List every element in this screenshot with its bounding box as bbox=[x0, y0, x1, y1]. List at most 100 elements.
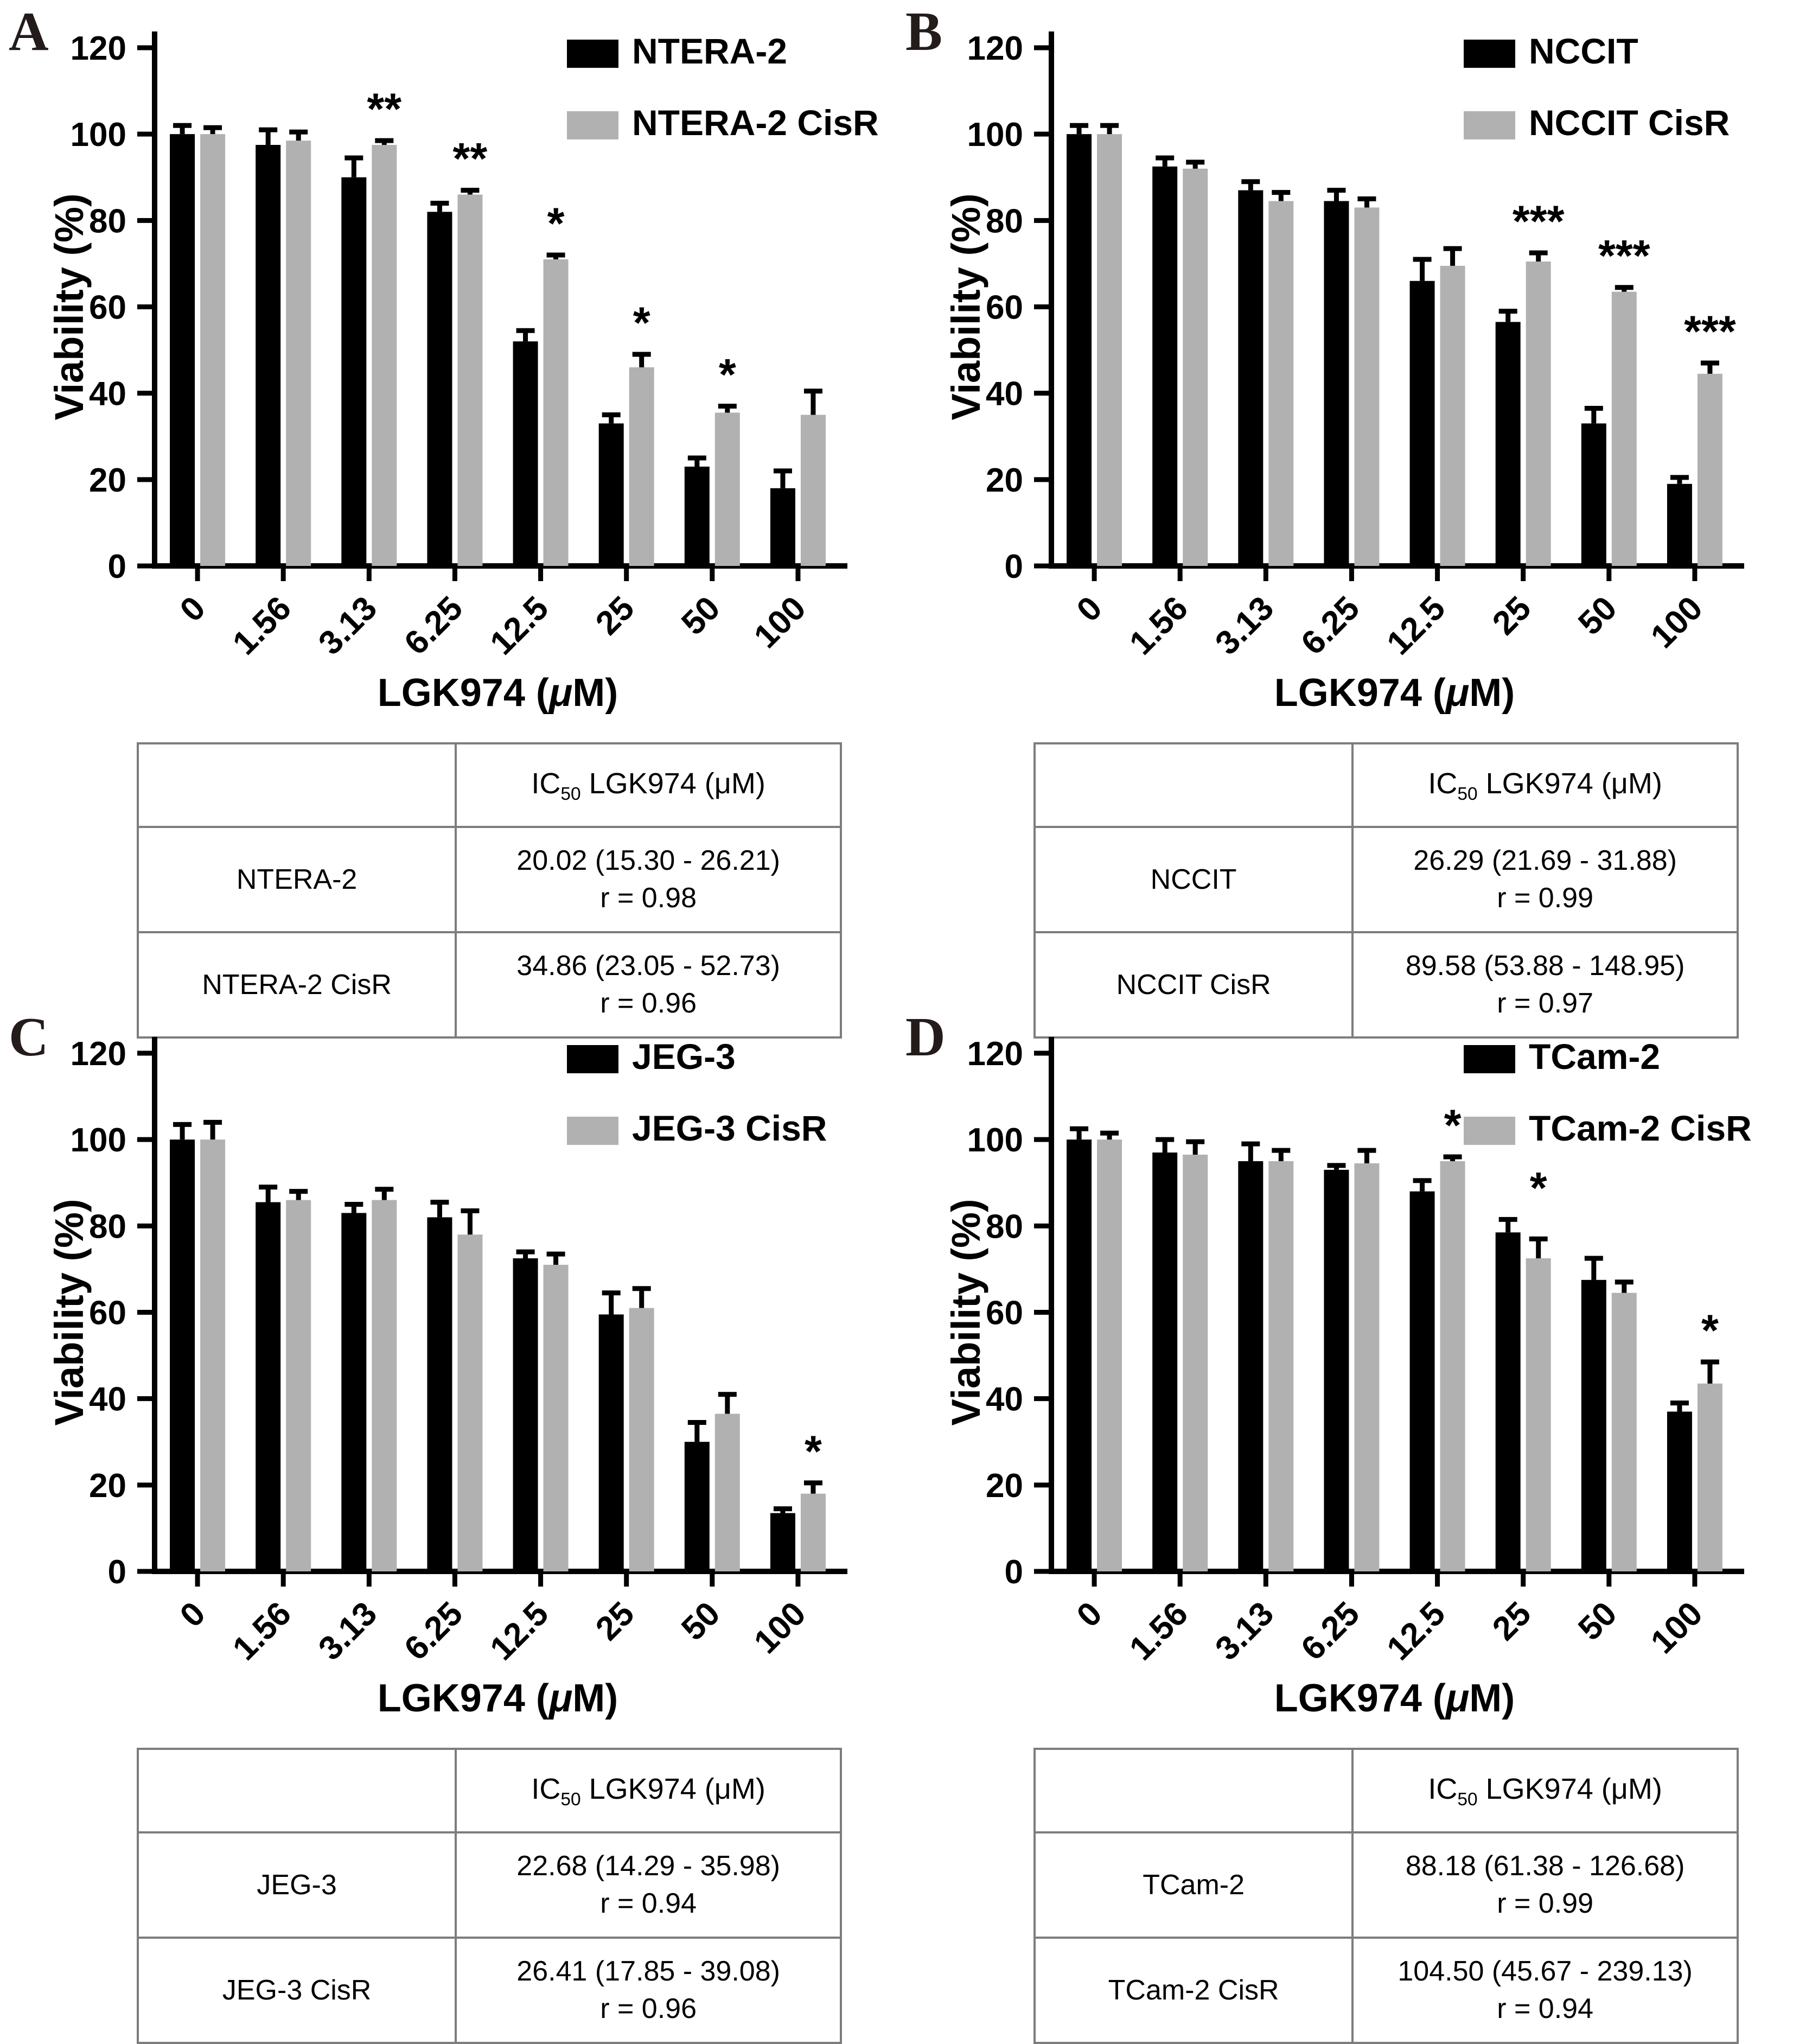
x-tick-label: 6.25 bbox=[397, 589, 470, 662]
error-bars bbox=[173, 123, 822, 488]
bar bbox=[1238, 1161, 1264, 1571]
bar bbox=[286, 141, 311, 566]
bar bbox=[1667, 483, 1692, 566]
significance-label: * bbox=[719, 351, 736, 400]
legend-swatch bbox=[567, 111, 618, 139]
x-axis-title: LGK974 (μM) bbox=[378, 671, 618, 715]
x-tick-label: 3.13 bbox=[311, 589, 384, 662]
legend-label: JEG-3 CisR bbox=[632, 1108, 827, 1148]
x-tick-label: 12.5 bbox=[1380, 589, 1452, 662]
table-header-ic50: IC50 LGK974 (μM) bbox=[455, 742, 842, 828]
r-value: r = 0.94 bbox=[1497, 1993, 1594, 2024]
bar bbox=[629, 1308, 654, 1571]
bar bbox=[256, 1202, 281, 1571]
bar bbox=[1152, 166, 1178, 566]
chart-area-B: 0 20 40 60 80 100 120 Viability (%) 0 1.56 3.13 6.2… bbox=[943, 15, 1746, 726]
bar bbox=[256, 145, 281, 566]
legend-label: NTERA-2 bbox=[632, 31, 787, 71]
bar bbox=[1611, 291, 1637, 566]
bar bbox=[170, 134, 195, 566]
error-bars bbox=[1070, 1126, 1719, 1412]
table-corner-cell bbox=[136, 742, 457, 828]
ic50-value-cell: 26.41 (17.85 - 39.08) r = 0.96 bbox=[455, 1937, 842, 2044]
ic50-table-D: IC50 LGK974 (μM) TCam-2 88.18 (61.38 - 1… bbox=[1033, 1748, 1739, 2044]
bars bbox=[1067, 1139, 1722, 1571]
panel-label-C: C bbox=[9, 1007, 49, 1068]
x-tick-label: 25 bbox=[1485, 1595, 1539, 1648]
x-tick-label: 0 bbox=[1070, 1595, 1109, 1634]
chart-area-D: 0 20 40 60 80 100 120 Viability (%) 0 1.56 3.13 6.2… bbox=[943, 1021, 1752, 1731]
y-tick-label: 80 bbox=[89, 202, 126, 240]
r-value: r = 0.94 bbox=[600, 1888, 697, 1919]
bar bbox=[1667, 1411, 1692, 1571]
legend-label: NCCIT CisR bbox=[1529, 103, 1730, 143]
bar bbox=[1067, 134, 1092, 566]
bar bbox=[513, 341, 538, 566]
r-value: r = 0.98 bbox=[600, 882, 697, 914]
y-tick-label: 20 bbox=[89, 462, 126, 499]
panel-C: C 0 20 40 60 80 100 120 Viability (%) 0 1.56 3.13 6… bbox=[0, 1005, 896, 2044]
panel-label-D: D bbox=[905, 1007, 946, 1068]
significance-label: ** bbox=[367, 85, 401, 134]
ic50-value-cell: 34.86 (23.05 - 52.73) r = 0.96 bbox=[455, 931, 842, 1039]
x-tick-label: 1.56 bbox=[1122, 1595, 1195, 1667]
x-axis-title: LGK974 (μM) bbox=[1274, 671, 1515, 715]
y-tick-label: 0 bbox=[108, 1553, 126, 1591]
ic50-subscript: 50 bbox=[560, 784, 581, 804]
x-tick-label: 1.56 bbox=[226, 589, 298, 662]
legend-label: NCCIT bbox=[1529, 31, 1638, 71]
y-tick-label: 120 bbox=[71, 30, 126, 67]
bar bbox=[1409, 281, 1435, 566]
ic50-suffix: LGK974 (μM) bbox=[580, 1772, 765, 1805]
significance-label: * bbox=[547, 199, 565, 249]
x-axis-ticks: 0 1.56 3.13 6.25 12.5 25 50 100 bbox=[1070, 1571, 1710, 1667]
bar bbox=[598, 1314, 624, 1571]
x-tick-label: 12.5 bbox=[483, 1595, 556, 1667]
ic50-suffix: LGK974 (μM) bbox=[580, 767, 765, 800]
bar bbox=[543, 1264, 569, 1571]
bar bbox=[1440, 1161, 1465, 1571]
legend: TCam-2 TCam-2 CisR bbox=[1464, 1036, 1752, 1148]
bar bbox=[1495, 322, 1521, 566]
x-tick-label: 25 bbox=[589, 589, 642, 642]
y-tick-label: 80 bbox=[986, 1208, 1023, 1245]
ic50-prefix: IC bbox=[1428, 767, 1458, 800]
r-value: r = 0.96 bbox=[600, 1993, 697, 2024]
ic50-prefix: IC bbox=[1428, 1772, 1458, 1805]
significance-label: *** bbox=[1598, 232, 1650, 281]
bar bbox=[1495, 1232, 1521, 1571]
r-value: r = 0.96 bbox=[600, 988, 697, 1019]
legend: NCCIT NCCIT CisR bbox=[1464, 31, 1730, 143]
y-tick-label: 100 bbox=[967, 116, 1023, 154]
legend-label: TCam-2 bbox=[1529, 1036, 1660, 1077]
bar bbox=[800, 1493, 826, 1571]
ic50-subscript: 50 bbox=[560, 1789, 581, 1810]
r-value: r = 0.99 bbox=[1497, 1888, 1594, 1919]
bar bbox=[457, 194, 483, 566]
bar bbox=[714, 412, 740, 566]
bar bbox=[1526, 1258, 1551, 1571]
bar bbox=[1183, 168, 1208, 566]
x-axis-ticks: 0 1.56 3.13 6.25 12.5 25 50 100 bbox=[1070, 566, 1710, 662]
bar bbox=[1183, 1155, 1208, 1571]
bar bbox=[684, 466, 710, 566]
panel-label-B: B bbox=[905, 1, 943, 62]
bar bbox=[1152, 1152, 1178, 1571]
ic50-value: 26.29 (21.69 - 31.88) bbox=[1413, 845, 1677, 877]
legend-swatch bbox=[1464, 111, 1515, 139]
x-tick-label: 1.56 bbox=[1122, 589, 1195, 662]
x-tick-label: 0 bbox=[1070, 589, 1109, 629]
y-axis-title: Viability (%) bbox=[47, 1199, 92, 1425]
x-tick-label: 50 bbox=[1571, 589, 1624, 642]
viability-bar-chart-D: 0 20 40 60 80 100 120 Viability (%) 0 1.56 3.13 6.2… bbox=[943, 1035, 1752, 1720]
y-tick-label: 120 bbox=[967, 1035, 1023, 1073]
legend-swatch bbox=[1464, 1045, 1515, 1073]
ic50-table-B: IC50 LGK974 (μM) NCCIT 26.29 (21.69 - 31… bbox=[1033, 742, 1739, 1039]
x-axis-title: LGK974 (μM) bbox=[378, 1677, 618, 1720]
bar bbox=[800, 415, 826, 566]
ic50-suffix: LGK974 (μM) bbox=[1477, 767, 1662, 800]
significance-label: * bbox=[805, 1427, 822, 1476]
bar bbox=[1581, 1279, 1606, 1571]
x-axis-title: LGK974 (μM) bbox=[1274, 1677, 1515, 1720]
bar bbox=[770, 488, 795, 566]
